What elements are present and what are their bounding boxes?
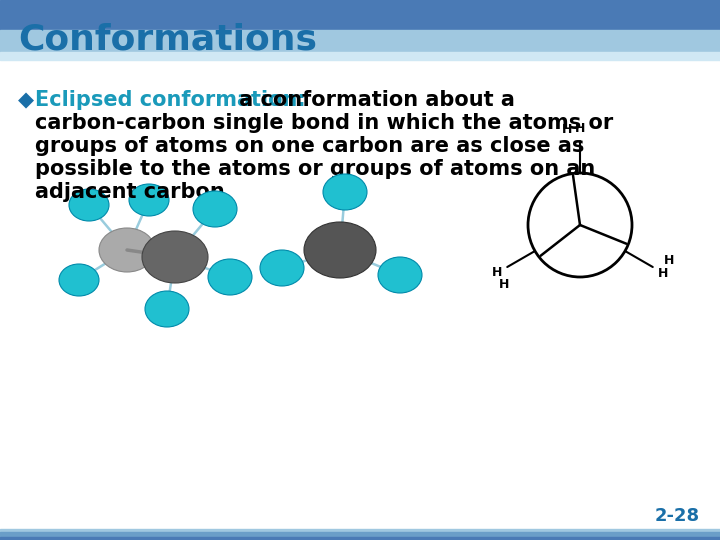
Ellipse shape: [193, 191, 237, 227]
Text: H: H: [658, 267, 668, 280]
Ellipse shape: [323, 174, 367, 210]
Bar: [0, 532, 720, 537]
Text: a conformation about a: a conformation about a: [232, 90, 515, 110]
Bar: [0, 529, 720, 532]
Text: groups of atoms on one carbon are as close as: groups of atoms on one carbon are as clo…: [35, 136, 585, 156]
Text: H: H: [499, 278, 510, 291]
Text: H: H: [575, 123, 585, 136]
Ellipse shape: [208, 259, 252, 295]
Ellipse shape: [145, 291, 189, 327]
Ellipse shape: [59, 264, 99, 296]
Text: adjacent carbon: adjacent carbon: [35, 182, 225, 202]
Text: possible to the atoms or groups of atoms on an: possible to the atoms or groups of atoms…: [35, 159, 595, 179]
Text: H: H: [562, 124, 572, 137]
Ellipse shape: [129, 184, 169, 216]
Text: Conformations: Conformations: [18, 23, 317, 57]
Text: 2-28: 2-28: [655, 507, 700, 525]
Text: H: H: [492, 267, 502, 280]
Text: ◆: ◆: [18, 90, 34, 110]
Bar: [0, 30, 720, 52]
Ellipse shape: [99, 228, 155, 272]
Ellipse shape: [142, 231, 208, 283]
Text: H: H: [664, 254, 674, 267]
Ellipse shape: [304, 222, 376, 278]
Text: carbon-carbon single bond in which the atoms or: carbon-carbon single bond in which the a…: [35, 113, 613, 133]
Bar: [0, 52, 720, 60]
Ellipse shape: [260, 250, 304, 286]
Bar: [0, 537, 720, 540]
Bar: [0, 0, 720, 30]
Text: Eclipsed conformation:: Eclipsed conformation:: [35, 90, 306, 110]
Ellipse shape: [378, 257, 422, 293]
Ellipse shape: [69, 189, 109, 221]
